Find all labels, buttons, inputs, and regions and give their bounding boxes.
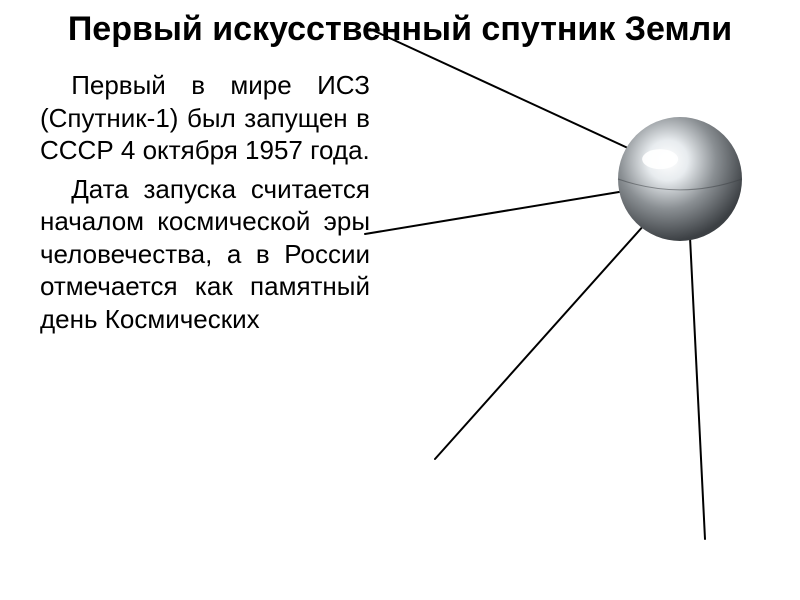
sputnik-highlight xyxy=(642,149,678,169)
antenna-1 xyxy=(370,29,630,149)
antenna-3 xyxy=(435,224,645,459)
image-column xyxy=(370,49,800,341)
antenna-2 xyxy=(365,191,625,234)
body-row: Первый в мире ИСЗ (Спутник-1) был запуще… xyxy=(0,49,800,341)
sputnik-sphere xyxy=(618,117,742,241)
paragraph-2: Дата запуска считается началом космическ… xyxy=(40,173,370,336)
slide: Первый искусственный спутник Земли Первы… xyxy=(0,0,800,600)
antenna-4 xyxy=(690,237,705,539)
antenna-group xyxy=(365,29,705,539)
sputnik-illustration xyxy=(360,19,800,559)
paragraph-1: Первый в мире ИСЗ (Спутник-1) был запуще… xyxy=(40,69,370,167)
text-column: Первый в мире ИСЗ (Спутник-1) был запуще… xyxy=(40,49,370,341)
